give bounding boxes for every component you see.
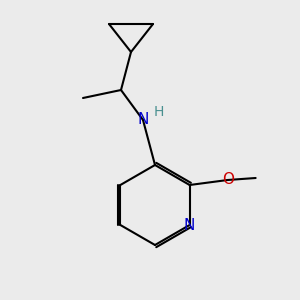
Text: O: O	[222, 172, 234, 188]
Text: H: H	[154, 105, 164, 119]
Text: N: N	[137, 112, 149, 128]
Text: N: N	[184, 218, 195, 232]
